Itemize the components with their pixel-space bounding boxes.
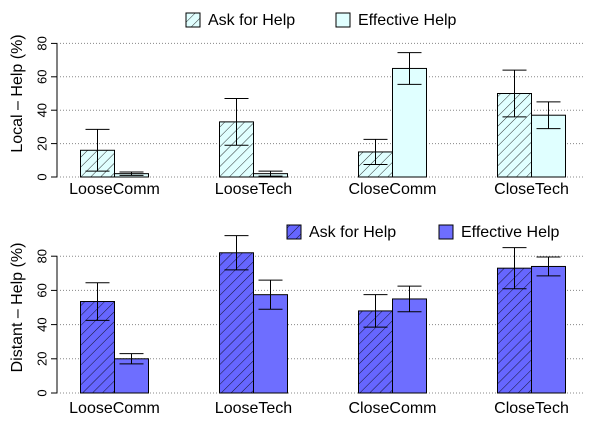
error-bar: [502, 247, 527, 290]
bar: [219, 252, 254, 394]
error-bar: [397, 52, 422, 85]
x-tick-label: CloseTech: [494, 181, 569, 198]
y-tick-label: 0: [34, 173, 49, 180]
error-bar: [258, 170, 283, 177]
bar: [114, 358, 149, 394]
error-bar: [119, 353, 144, 365]
error-bar: [85, 282, 110, 321]
y-tick-label: 20: [34, 136, 49, 150]
y-axis-label: Local – Help (%): [9, 34, 26, 152]
legend-label: Effective Help: [461, 224, 560, 241]
y-tick-label: 60: [34, 70, 49, 84]
error-bar: [536, 256, 561, 277]
error-bar: [502, 69, 527, 118]
legend-label: Ask for Help: [309, 224, 396, 241]
bar: [531, 265, 566, 394]
x-tick-label: CloseTech: [494, 400, 569, 417]
y-tick-label: 80: [34, 249, 49, 263]
error-bar: [258, 279, 283, 310]
x-tick-label: CloseComm: [348, 181, 436, 198]
y-tick-label: 60: [34, 283, 49, 297]
error-bar: [85, 128, 110, 172]
legend-label: Ask for Help: [208, 12, 295, 29]
error-bar: [363, 138, 388, 165]
error-bar: [224, 235, 249, 271]
legend-swatch: [335, 12, 351, 28]
bar: [392, 67, 427, 178]
y-tick-label: 20: [34, 352, 49, 366]
y-tick-label: 40: [34, 317, 49, 331]
y-axis-label: Distant – Help (%): [9, 243, 26, 373]
x-tick-label: LooseTech: [215, 400, 292, 417]
bar: [80, 149, 115, 178]
error-bar: [363, 294, 388, 328]
y-tick-label: 80: [34, 36, 49, 50]
error-bar: [536, 101, 561, 130]
bar: [219, 121, 254, 178]
legend-label: Effective Help: [358, 12, 457, 29]
bar: [392, 298, 427, 394]
legend-swatch: [286, 224, 302, 240]
x-tick-label: LooseComm: [69, 181, 160, 198]
y-tick-label: 0: [34, 389, 49, 396]
y-tick-label: 40: [34, 103, 49, 117]
x-tick-label: LooseComm: [69, 400, 160, 417]
x-tick-label: CloseComm: [348, 400, 436, 417]
error-bar: [119, 171, 144, 176]
error-bar: [224, 98, 249, 146]
error-bar: [397, 285, 422, 313]
x-tick-label: LooseTech: [215, 181, 292, 198]
legend-swatch: [185, 12, 201, 28]
legend-swatch: [438, 224, 454, 240]
